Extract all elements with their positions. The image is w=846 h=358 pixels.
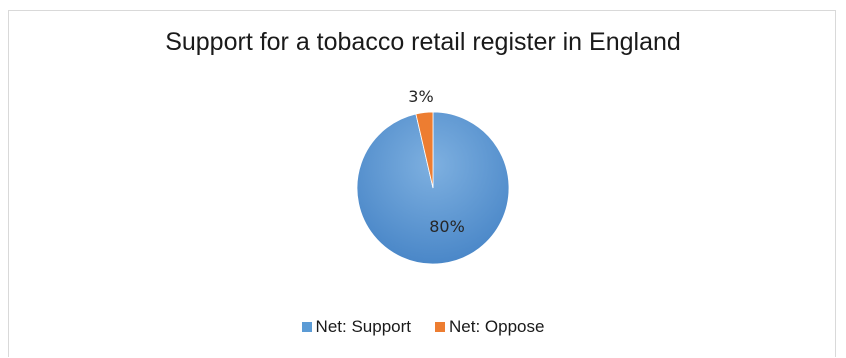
legend-item-net-support: Net: Support <box>301 317 411 337</box>
legend-label-net-oppose: Net: Oppose <box>449 317 545 336</box>
legend-label-net-support: Net: Support <box>315 317 411 336</box>
legend: Net: Support Net: Oppose <box>0 317 846 337</box>
data-label-net-support: 80% <box>429 217 465 236</box>
legend-item-net-oppose: Net: Oppose <box>435 317 544 337</box>
legend-swatch-net-support <box>301 322 312 332</box>
chart-title: Support for a tobacco retail register in… <box>165 28 681 56</box>
pie-slice-net-oppose <box>415 111 434 189</box>
data-label-net-oppose: 3% <box>408 87 433 106</box>
legend-swatch-net-oppose <box>435 322 445 332</box>
